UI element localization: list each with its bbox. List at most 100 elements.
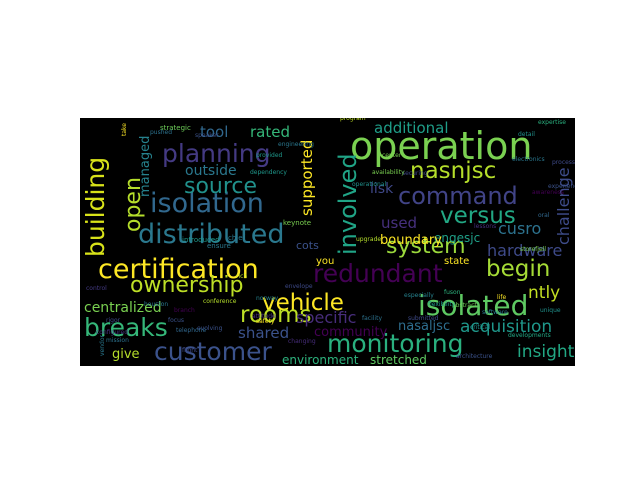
cloud-word-give: give bbox=[112, 347, 140, 362]
cloud-background bbox=[80, 118, 575, 366]
cloud-word-certification: certification bbox=[98, 254, 259, 285]
cloud-word-provided: provided bbox=[256, 152, 283, 159]
cloud-word-fuson: fuson bbox=[444, 289, 461, 296]
cloud-word-focus: focus bbox=[168, 317, 184, 324]
cloud-word-source: source bbox=[184, 174, 257, 199]
cloud-word-telephone: telephone bbox=[176, 327, 206, 334]
cloud-word-community: community bbox=[314, 325, 388, 340]
cloud-word-supported: supported bbox=[298, 140, 316, 216]
cloud-word-critical: critical bbox=[470, 324, 490, 331]
cloud-word-pushed: pushed bbox=[150, 129, 172, 136]
cloud-word-software: software bbox=[482, 309, 508, 316]
cloud-word-control: control bbox=[86, 285, 107, 292]
cloud-word-attitude: attitude bbox=[252, 313, 276, 320]
cloud-word-you: you bbox=[316, 256, 334, 267]
cloud-word-open: open bbox=[121, 177, 146, 232]
cloud-word-acquisition: acquisition bbox=[460, 317, 552, 337]
cloud-word-ensure: ensure bbox=[207, 242, 231, 250]
cloud-word-boundary: boundary bbox=[380, 233, 442, 248]
cloud-word-upgrade: upgrade bbox=[356, 236, 381, 243]
cloud-word-nasnjsc: nasnjsc bbox=[410, 158, 496, 184]
cloud-word-introduced: introduced bbox=[182, 236, 220, 244]
cloud-word-branch: branch bbox=[174, 307, 195, 314]
cloud-word-involved: involved bbox=[334, 153, 362, 255]
cloud-word-redundant: redundant bbox=[313, 259, 443, 288]
cloud-word-changing: changing bbox=[288, 338, 316, 345]
cloud-word-engesjc: engesjc bbox=[434, 231, 480, 245]
cloud-word-begin: begin bbox=[486, 256, 550, 282]
cloud-word-hardware: hardware bbox=[487, 241, 562, 260]
cloud-word-envelope: envelope bbox=[285, 283, 313, 290]
cloud-word-chief: chief bbox=[228, 234, 246, 242]
cloud-word-vendor: vendor bbox=[99, 334, 106, 356]
cloud-word-speaker: speaker bbox=[195, 132, 219, 139]
cloud-word-experience: experience bbox=[548, 183, 582, 190]
cloud-word-stretched: stretched bbox=[370, 353, 427, 367]
cloud-word-process: process bbox=[552, 159, 575, 166]
word-group: operation certification distributedisolati… bbox=[81, 115, 582, 367]
cloud-word-managed: managed bbox=[138, 136, 153, 197]
cloud-word-flexibility: flexibility bbox=[428, 301, 456, 308]
cloud-word-ownership: ownership bbox=[130, 273, 243, 298]
cloud-word-planning: planning bbox=[162, 139, 270, 168]
cloud-word-abstract: abstract bbox=[452, 302, 477, 309]
cloud-word-system: system bbox=[386, 234, 466, 259]
cloud-word-building: building bbox=[81, 157, 110, 257]
cloud-word-isolation: isolation bbox=[150, 188, 264, 219]
cloud-word-center: center bbox=[382, 152, 402, 159]
cloud-word-flight: flight bbox=[182, 347, 198, 354]
cloud-word-unique: unique bbox=[540, 307, 561, 314]
cloud-word-isolated: isolated bbox=[418, 289, 528, 322]
cloud-word-mission: mission bbox=[106, 337, 129, 344]
cloud-word-used: used bbox=[381, 214, 417, 232]
cloud-word-challenge: challenge bbox=[554, 167, 573, 245]
cloud-word-storefjell: storefjell bbox=[520, 246, 546, 253]
cloud-word-oral: oral bbox=[538, 212, 550, 219]
cloud-word-norway: norway bbox=[256, 295, 279, 302]
cloud-word-take: take bbox=[121, 123, 128, 136]
cloud-word-conference: conference bbox=[203, 298, 237, 305]
cloud-word-dependency: dependency bbox=[250, 169, 287, 176]
cloud-word-architecture: architecture bbox=[456, 353, 493, 360]
cloud-word-nasaljsc: nasaljsc bbox=[398, 319, 450, 334]
cloud-word-facility: facility bbox=[362, 315, 382, 322]
cloud-word-tool: tool bbox=[200, 123, 228, 141]
cloud-word-insight: insight bbox=[517, 342, 575, 362]
cloud-word-safety: safety bbox=[256, 318, 275, 325]
cloud-word-vehicle: vehicle bbox=[262, 290, 344, 316]
cloud-word-command: command bbox=[398, 182, 518, 210]
cloud-word-submitted: submitted bbox=[408, 315, 439, 322]
cloud-word-breaks: breaks bbox=[84, 313, 168, 342]
cloud-word-evolving: evolving bbox=[197, 325, 223, 332]
cloud-word-operation: operation bbox=[350, 124, 532, 168]
cloud-word-shared: shared bbox=[238, 324, 289, 342]
cloud-word-rich: rich bbox=[236, 273, 247, 280]
cloud-word-additional: additional bbox=[374, 119, 449, 137]
cloud-word-lessons: lessons bbox=[474, 223, 496, 230]
cloud-word-detail: detail bbox=[518, 131, 535, 138]
cloud-word-distributed: distributed bbox=[138, 219, 284, 250]
cloud-word-electronics: electronics bbox=[512, 156, 545, 163]
cloud-word-specific: specific bbox=[296, 308, 356, 327]
cloud-word-rooms: rooms bbox=[240, 302, 311, 328]
cloud-word-securing: securing bbox=[402, 170, 428, 177]
cloud-word-operational: operational bbox=[352, 181, 386, 188]
cloud-word-strategic: strategic bbox=[160, 124, 191, 132]
cloud-word-ntly: ntly bbox=[528, 283, 560, 303]
cloud-word-customer: customer bbox=[154, 337, 272, 366]
cloud-word-rated: rated bbox=[250, 123, 290, 141]
cloud-word-houston: houston bbox=[144, 301, 168, 308]
cloud-word-life: life bbox=[497, 294, 506, 301]
cloud-word-outside: outside bbox=[185, 163, 237, 179]
cloud-word-state: state bbox=[444, 256, 469, 267]
cloud-word-configured: configured bbox=[96, 329, 128, 336]
cloud-word-cusro: cusro bbox=[498, 219, 541, 238]
cloud-word-expertise: expertise bbox=[538, 119, 566, 126]
cloud-word-rigor: rigor bbox=[106, 317, 121, 324]
cloud-word-centralized: centralized bbox=[84, 300, 162, 316]
cloud-word-program: program bbox=[340, 115, 366, 122]
cloud-word-developments: developments bbox=[508, 332, 551, 339]
cloud-word-environment: environment bbox=[282, 353, 359, 367]
cloud-word-availability: availability bbox=[372, 169, 405, 176]
